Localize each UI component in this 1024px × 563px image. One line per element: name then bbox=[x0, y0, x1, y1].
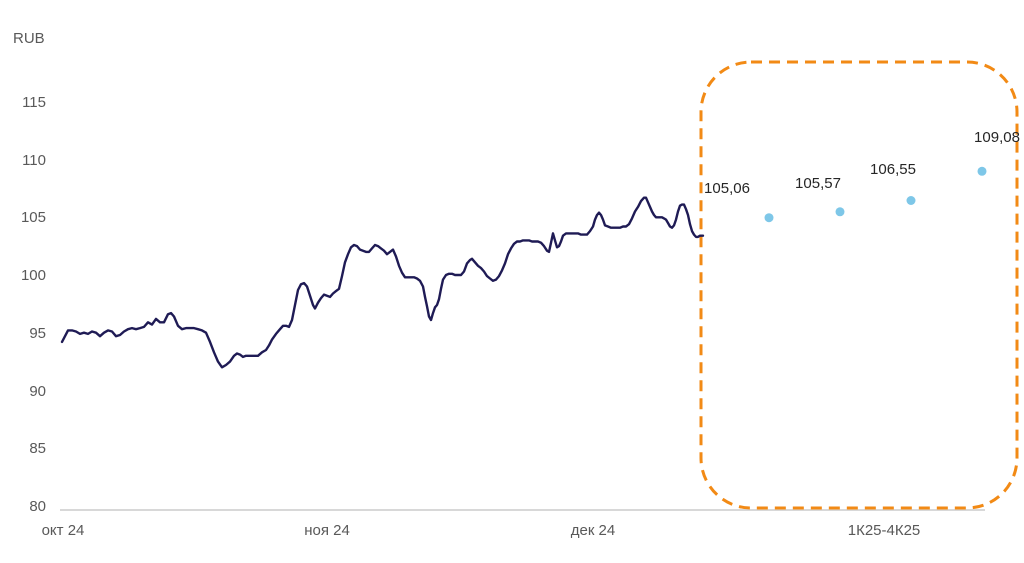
y-tick-label: 90 bbox=[29, 382, 46, 400]
x-tick-label: ноя 24 bbox=[304, 522, 350, 539]
historical-line bbox=[60, 196, 705, 369]
forecast-dot bbox=[764, 213, 774, 223]
y-tick-label: 80 bbox=[29, 498, 46, 515]
forecast-value-label: 105,06 bbox=[704, 180, 750, 197]
forecast-dot bbox=[977, 166, 987, 176]
forecast-value-label: 106,55 bbox=[870, 161, 916, 178]
y-tick-label: 100 bbox=[20, 267, 46, 285]
y-axis-unit-label: RUB bbox=[13, 30, 45, 47]
y-tick-label: 110 bbox=[22, 151, 46, 169]
x-tick-label: окт 24 bbox=[41, 522, 85, 539]
forecast-value-label: 109,08 bbox=[974, 129, 1020, 146]
forecast-value-label: 105,57 bbox=[795, 175, 841, 192]
forecast-highlight-box bbox=[699, 60, 1019, 510]
y-tick-label: 115 bbox=[22, 94, 46, 111]
forecast-dot bbox=[835, 207, 845, 217]
x-tick-label: дек 24 bbox=[570, 522, 616, 539]
forecast-dot bbox=[906, 196, 916, 205]
x-tick-label: 1К25-4К25 bbox=[847, 522, 921, 539]
y-tick-label: 85 bbox=[29, 440, 46, 458]
y-tick-label: 105 bbox=[20, 209, 46, 227]
y-tick-label: 95 bbox=[29, 324, 46, 342]
